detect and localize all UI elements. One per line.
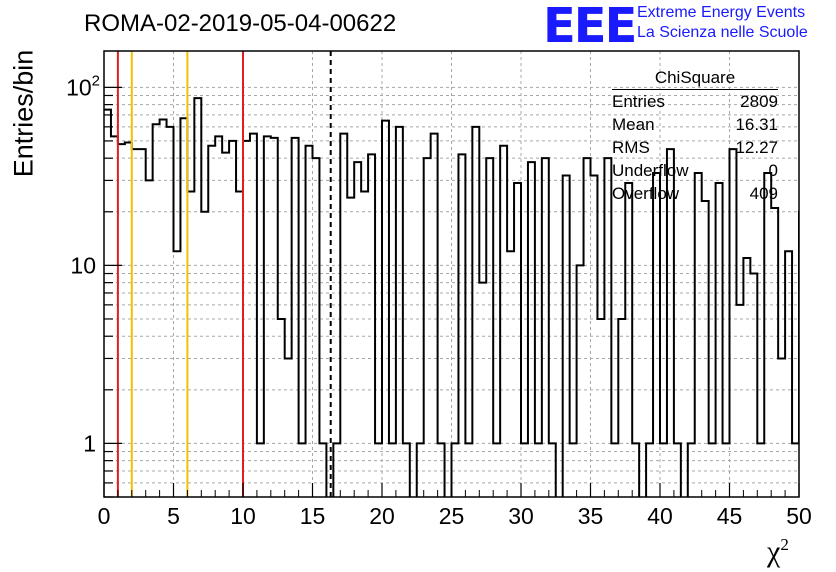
stats-row-rms: RMS 12.27: [612, 138, 778, 157]
x-tick-label: 40: [647, 503, 673, 529]
histogram-series: [104, 97, 799, 497]
stats-row-overflow: Overflow 409: [612, 184, 778, 203]
logo-line-1: Extreme Energy Events: [637, 4, 806, 21]
y-tick-label: 1: [83, 430, 96, 456]
logo-line-2: La Scienza nelle Scuole: [637, 24, 808, 41]
y-axis-label: Entries/bin: [8, 49, 39, 178]
eee-logo: EEE: [543, 0, 637, 54]
x-tick-label: 25: [439, 503, 465, 529]
stats-box: ChiSquare Entries 2809 Mean 16.31 RMS 12.27…: [612, 68, 778, 207]
x-tick-label: 30: [508, 503, 534, 529]
stats-row-entries: Entries 2809: [612, 92, 778, 111]
x-tick-label: 45: [717, 503, 743, 529]
stats-row-mean: Mean 16.31: [612, 115, 778, 134]
x-tick-label: 20: [369, 503, 395, 529]
x-tick-label: 35: [578, 503, 604, 529]
stats-title: ChiSquare: [612, 68, 778, 90]
x-tick-label: 50: [786, 503, 812, 529]
x-tick-label: 5: [167, 503, 180, 529]
y-tick-label: 10: [70, 252, 96, 278]
x-tick-label: 15: [300, 503, 326, 529]
stats-row-underflow: Underflow 0: [612, 161, 778, 180]
x-tick-label: 10: [230, 503, 256, 529]
chart-title: ROMA-02-2019-05-04-00622: [84, 10, 397, 37]
y-tick-label: 102: [66, 72, 100, 100]
x-axis-label: χ2: [767, 535, 789, 568]
x-tick-label: 0: [98, 503, 111, 529]
